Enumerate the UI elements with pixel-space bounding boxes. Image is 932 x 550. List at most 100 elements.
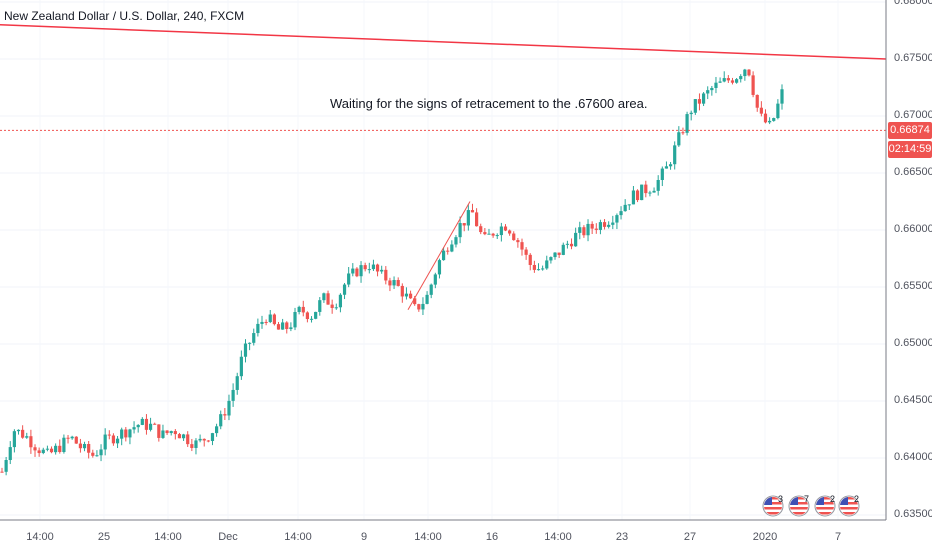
candle xyxy=(173,429,177,440)
candle xyxy=(338,293,343,313)
candle xyxy=(276,321,281,330)
candle xyxy=(136,424,140,433)
candle xyxy=(400,283,404,303)
candle xyxy=(755,94,759,112)
candle xyxy=(248,342,252,351)
candle xyxy=(607,221,611,229)
candle xyxy=(21,425,25,439)
candle xyxy=(780,84,784,110)
candle xyxy=(561,242,565,256)
candle xyxy=(524,247,528,260)
candle xyxy=(223,408,227,421)
candle xyxy=(417,303,421,312)
us-flag-icon[interactable] xyxy=(838,495,862,519)
candle xyxy=(404,287,409,300)
candle xyxy=(29,429,33,454)
candle xyxy=(536,263,541,271)
x-tick-label: 25 xyxy=(97,531,111,543)
x-tick-label: 14:00 xyxy=(154,531,182,543)
candle xyxy=(776,99,780,120)
candle xyxy=(545,255,549,270)
candle xyxy=(309,316,314,323)
candle xyxy=(115,435,120,449)
candle xyxy=(508,229,512,236)
candle xyxy=(648,190,652,197)
y-tick-label: 0.65000 xyxy=(894,337,932,349)
candle xyxy=(450,240,454,253)
candle xyxy=(516,237,520,248)
candle xyxy=(441,247,446,261)
candle xyxy=(281,318,285,330)
x-tick-label: 14:00 xyxy=(414,531,442,543)
x-tick-label: 16 xyxy=(485,531,499,543)
candle xyxy=(541,265,545,271)
candle xyxy=(165,430,169,435)
candle xyxy=(359,261,363,283)
candle xyxy=(37,447,41,457)
candle xyxy=(235,372,239,395)
us-flag-icon[interactable] xyxy=(762,495,786,519)
candle xyxy=(293,307,297,331)
candle xyxy=(388,277,392,292)
candle xyxy=(318,297,322,316)
candle xyxy=(396,277,400,287)
candle xyxy=(553,252,557,260)
candlestick-series xyxy=(0,68,784,476)
candle xyxy=(49,446,54,454)
candle xyxy=(586,219,590,242)
candle xyxy=(297,305,301,315)
candle xyxy=(367,262,371,274)
us-flag-icon[interactable] xyxy=(788,495,812,519)
candle xyxy=(520,238,524,256)
candle xyxy=(437,258,442,279)
candle xyxy=(549,256,553,264)
candle xyxy=(111,433,116,446)
candle xyxy=(640,184,644,201)
candle xyxy=(627,204,631,210)
candle xyxy=(124,427,128,442)
candle xyxy=(722,71,726,83)
candle xyxy=(70,435,74,440)
candle xyxy=(462,223,466,232)
candle xyxy=(194,438,198,455)
candle xyxy=(272,313,276,326)
candle xyxy=(215,423,219,437)
candle xyxy=(54,443,58,455)
candle xyxy=(590,221,594,235)
candle xyxy=(285,321,289,334)
candle xyxy=(181,433,186,441)
candle xyxy=(322,292,326,303)
candle xyxy=(342,282,347,300)
candle xyxy=(677,126,681,147)
candle xyxy=(528,253,532,271)
candle xyxy=(747,69,751,77)
us-flag-icon[interactable] xyxy=(814,495,838,519)
countdown-tag: 02:14:59 xyxy=(888,141,932,159)
candle xyxy=(330,299,334,314)
candle xyxy=(169,430,173,436)
candle xyxy=(16,429,21,435)
last-price-tag: 0.66874 xyxy=(888,122,932,140)
candle xyxy=(256,318,260,337)
chart-grid xyxy=(0,1,886,516)
candle xyxy=(12,429,16,453)
candle xyxy=(66,434,70,444)
candle xyxy=(140,417,144,426)
candle xyxy=(483,228,487,236)
candle xyxy=(454,235,458,248)
candle xyxy=(363,262,367,272)
candle xyxy=(491,232,495,238)
candle xyxy=(198,434,202,443)
candle xyxy=(371,259,376,271)
x-tick-label: 14:00 xyxy=(544,531,572,543)
candle xyxy=(487,228,491,235)
candle xyxy=(334,303,338,310)
candle xyxy=(260,315,264,329)
y-tick-label: 0.64500 xyxy=(894,394,932,406)
y-tick-label: 0.63500 xyxy=(894,508,932,520)
x-tick-label: 9 xyxy=(360,531,368,543)
candle xyxy=(41,447,45,455)
event-count: 2 xyxy=(830,494,836,504)
candle xyxy=(726,75,730,83)
